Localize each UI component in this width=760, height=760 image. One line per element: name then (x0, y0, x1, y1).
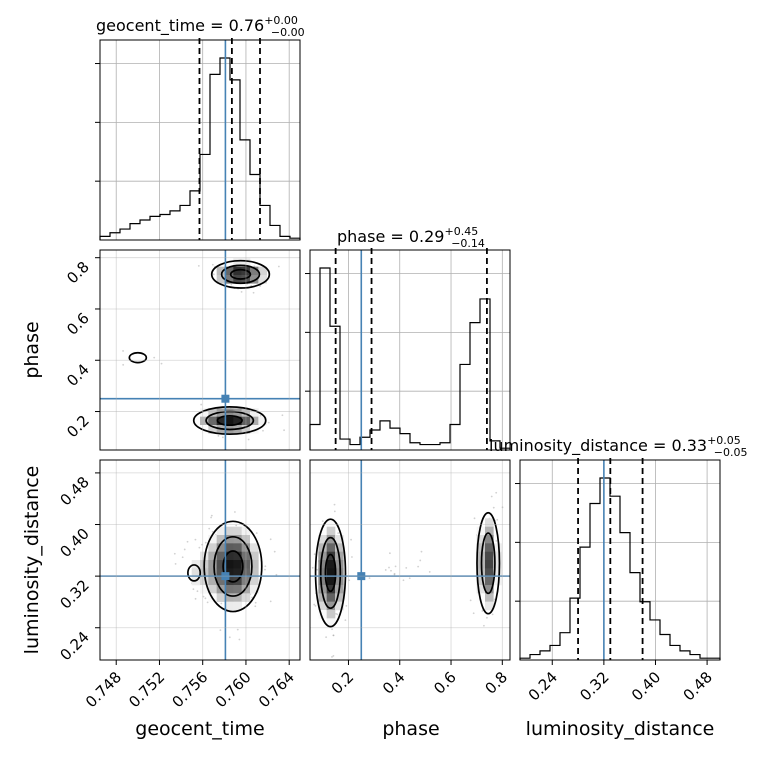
panel-2d-geocent_time-luminosity_distance (99, 459, 301, 661)
xtick-label-phase: 0.4 (379, 668, 409, 698)
contour (210, 259, 271, 289)
contour (319, 536, 342, 610)
xtick-label-luminosity_distance: 0.24 (525, 668, 561, 704)
xtick-label-geocent_time: 0.756 (168, 668, 211, 711)
panel-frame (99, 39, 301, 241)
xtick-label-phase: 0.8 (482, 668, 512, 698)
xlabel-geocent_time: geocent_time (135, 718, 264, 740)
title-luminosity_distance: luminosity_distance = 0.33+0.05 −0.05 (489, 434, 748, 459)
contour (222, 550, 244, 583)
xlabel-phase: phase (382, 718, 439, 740)
panel-frame (309, 249, 511, 451)
ytick-label-luminosity_distance: 0.32 (56, 576, 92, 612)
ylabel-luminosity_distance: luminosity_distance (21, 466, 43, 655)
contour (192, 406, 267, 436)
ytick-label-phase: 0.8 (63, 258, 93, 288)
ytick-label-phase: 0.6 (63, 309, 93, 339)
xtick-label-luminosity_distance: 0.32 (576, 668, 612, 704)
ytick-label-phase: 0.2 (63, 412, 93, 442)
ytick-label-luminosity_distance: 0.24 (56, 628, 92, 664)
panel-frame (99, 249, 301, 451)
ylabel-phase: phase (21, 321, 43, 378)
xtick-label-geocent_time: 0.760 (212, 668, 255, 711)
xlabel-luminosity_distance: luminosity_distance (526, 718, 715, 740)
ytick-label-phase: 0.4 (63, 360, 93, 390)
panel-hist-phase (305, 248, 511, 451)
panel-frame (309, 459, 511, 661)
contour (203, 520, 263, 613)
xtick-label-geocent_time: 0.764 (255, 668, 298, 711)
xtick-label-geocent_time: 0.752 (125, 668, 168, 711)
histogram-luminosity_distance (519, 477, 721, 660)
xtick-label-geocent_time: 0.748 (82, 668, 125, 711)
panel-frame (99, 459, 301, 661)
contour (480, 532, 496, 595)
contour (324, 553, 337, 593)
xtick-label-luminosity_distance: 0.40 (628, 668, 664, 704)
title-phase: phase = 0.29+0.45 −0.14 (337, 225, 485, 250)
xtick-label-phase: 0.6 (430, 668, 460, 698)
contour (213, 535, 253, 597)
contour (229, 268, 252, 280)
xtick-label-luminosity_distance: 0.48 (680, 668, 716, 704)
ytick-label-luminosity_distance: 0.40 (56, 525, 92, 561)
contour (187, 564, 202, 582)
panel-hist-luminosity_distance (515, 458, 721, 661)
contour (128, 351, 148, 364)
panel-2d-geocent_time-phase (99, 249, 301, 451)
panel-hist-geocent_time (95, 38, 301, 241)
panel-2d-phase-luminosity_distance (309, 459, 511, 661)
xtick-label-phase: 0.2 (328, 668, 358, 698)
contour (220, 264, 261, 285)
truth-marker (221, 394, 230, 403)
histogram-phase (309, 267, 511, 450)
contour (476, 511, 501, 615)
title-geocent_time: geocent_time = 0.76+0.00 −0.00 (96, 14, 305, 39)
contour (216, 414, 243, 427)
contour (314, 518, 347, 628)
ytick-label-luminosity_distance: 0.48 (56, 473, 92, 509)
panel-frame (519, 459, 721, 661)
